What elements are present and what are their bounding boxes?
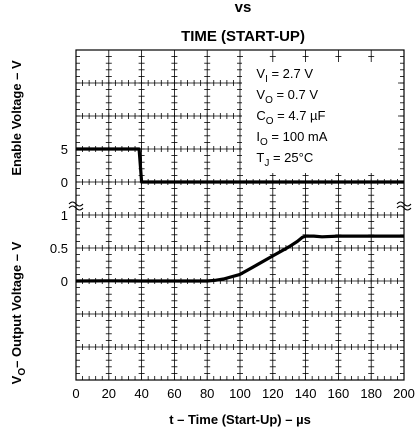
x-tick-label: 160	[328, 386, 350, 401]
x-tick-label: 100	[229, 386, 251, 401]
condition-symbol: V	[256, 66, 265, 81]
condition-line: TJ = 25°C	[256, 150, 313, 169]
output-axis-label-base: V	[9, 375, 24, 384]
condition-line: VI = 2.7 V	[256, 66, 313, 85]
x-axis-label: t – Time (Start-Up) – µs	[169, 412, 311, 427]
chart-title-line-2: TIME (START-UP)	[181, 28, 305, 45]
y-tick-labels: 5 0 1 0.5 0	[50, 142, 68, 289]
y-tick-label: 0	[61, 274, 68, 289]
condition-value: = 4.7 µF	[274, 108, 326, 123]
x-tick-label: 120	[262, 386, 284, 401]
plot-frame	[75, 49, 405, 381]
series-lines	[75, 147, 404, 283]
condition-value: = 2.7 V	[268, 66, 313, 81]
x-tick-label: 80	[200, 386, 214, 401]
y-tick-label: 5	[61, 142, 68, 157]
y-tick-label: 1	[61, 208, 68, 223]
condition-symbol: I	[256, 129, 260, 144]
condition-line: IO = 100 mA	[256, 129, 327, 148]
enable-axis-label: Enable Voltage – V	[9, 60, 24, 176]
condition-subscript: O	[265, 95, 273, 106]
output-axis-label-rest: – Output Voltage – V	[9, 241, 24, 367]
x-tick-label: 200	[393, 386, 415, 401]
y-tick-label: 0.5	[50, 241, 68, 256]
x-tick-labels: 0 20 40 60 80 100 120 140 160 180 200	[72, 386, 414, 401]
chart-title-line-1: vs	[235, 0, 252, 16]
x-tick-label: 20	[102, 386, 116, 401]
conditions-background	[242, 62, 398, 173]
condition-symbol: T	[256, 150, 264, 165]
condition-line: CO = 4.7 µF	[256, 108, 325, 127]
enable-voltage-line	[76, 147, 404, 184]
condition-subscript: J	[264, 158, 269, 169]
x-tick-label: 140	[295, 386, 317, 401]
condition-subscript: I	[265, 74, 268, 85]
x-tick-label: 0	[72, 386, 79, 401]
condition-line: VO = 0.7 V	[256, 87, 318, 106]
condition-value: = 100 mA	[268, 129, 328, 144]
x-tick-label: 180	[360, 386, 382, 401]
output-axis-label: VO– Output Voltage – V	[9, 241, 28, 384]
condition-symbol: C	[256, 108, 265, 123]
condition-value: = 0.7 V	[273, 87, 318, 102]
output-voltage-line	[75, 234, 404, 283]
output-axis-label-sub: O	[17, 368, 28, 376]
condition-subscript: O	[266, 116, 274, 127]
condition-subscript: O	[260, 137, 268, 148]
y-tick-label: 0	[61, 175, 68, 190]
x-tick-label: 60	[167, 386, 181, 401]
condition-symbol: V	[256, 87, 265, 102]
condition-value: = 25°C	[269, 150, 313, 165]
x-tick-label: 40	[134, 386, 148, 401]
